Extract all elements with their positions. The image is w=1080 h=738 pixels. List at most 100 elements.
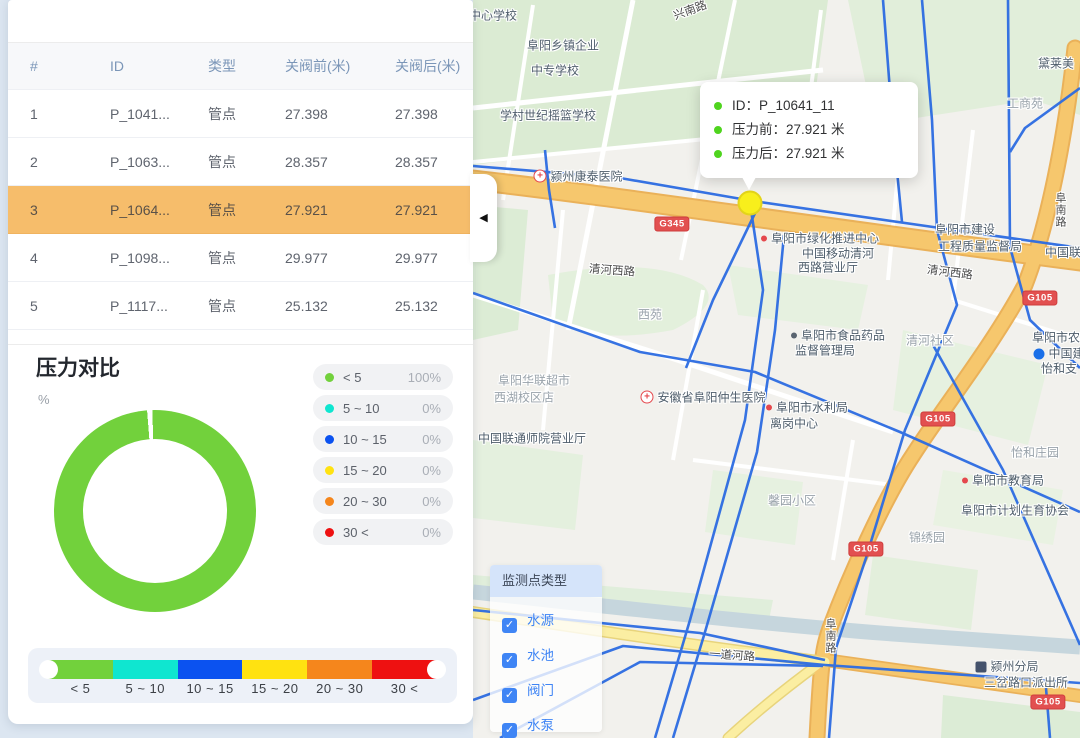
table-cell: 27.921 bbox=[285, 201, 328, 218]
panel-collapse-button[interactable]: ◀ bbox=[470, 174, 497, 262]
table-cell: 28.357 bbox=[285, 153, 328, 170]
map-label: 三岔路口派出所 bbox=[983, 675, 1069, 690]
map-label: 西路营业厅 bbox=[797, 260, 859, 275]
scale-segment-label: 10 ~ 15 bbox=[186, 681, 234, 696]
checkbox-checked-icon[interactable]: ✓ bbox=[502, 723, 517, 738]
selected-node-marker[interactable] bbox=[737, 190, 763, 216]
map-label: 中国联 bbox=[1044, 245, 1080, 260]
map-canvas[interactable]: 中心学校阜阳乡镇企业中专学校兴南路学村世纪摇篮学校颍州康泰医院黛莱美工商苑阜阳市… bbox=[473, 0, 1080, 738]
table-header-cell: # bbox=[30, 58, 38, 74]
table-header-cell: ID bbox=[110, 58, 124, 74]
map-label: 工程质量监督局 bbox=[937, 239, 1023, 254]
legend-item[interactable]: < 5 100% bbox=[313, 364, 453, 390]
table-cell: 29.977 bbox=[395, 249, 438, 266]
result-panel: # ID 类型 关阀前(米) 关阀后(米) 1 P_1041... 管点 27.398 27.3… bbox=[8, 0, 473, 724]
red-poi-dot bbox=[961, 477, 968, 484]
scale-segment bbox=[372, 660, 437, 679]
legend-item[interactable]: 5 ~ 10 0% bbox=[313, 395, 453, 421]
scale-segment-label: 15 ~ 20 bbox=[251, 681, 299, 696]
road-number-badge: G105 bbox=[1022, 290, 1058, 306]
map-label: 中国建 bbox=[1033, 345, 1080, 362]
scale-segment-label: 5 ~ 10 bbox=[125, 681, 165, 696]
table-cell: P_1041... bbox=[110, 105, 170, 122]
map-label: 锦绣园 bbox=[908, 530, 946, 545]
table-cell: 29.977 bbox=[285, 249, 328, 266]
map-label: 阜阳市食品药品 bbox=[790, 327, 885, 344]
pressure-legend: < 5 100% 5 ~ 10 0% 10 ~ 15 0% 15 ~ 20 0% 20 ~ 30… bbox=[313, 364, 453, 550]
table-cell: P_1063... bbox=[110, 153, 170, 170]
map-label: 阜阳市教育局 bbox=[961, 472, 1044, 489]
legend-color-dot bbox=[325, 403, 334, 413]
monitor-type-item: ✓ 水池 bbox=[502, 644, 602, 668]
map-label: 中专学校 bbox=[530, 63, 580, 78]
map-label: 清河西路 bbox=[588, 263, 636, 279]
map-label: 学村世纪摇篮学校 bbox=[499, 108, 597, 123]
tooltip-row: 压力后：27.921 米 bbox=[714, 142, 904, 166]
table-row[interactable]: 1 P_1041... 管点 27.398 27.398 bbox=[8, 90, 473, 138]
legend-color-dot bbox=[325, 434, 334, 444]
scale-segment bbox=[177, 660, 243, 679]
table-cell: P_1098... bbox=[110, 249, 170, 266]
green-dot-icon bbox=[714, 150, 722, 158]
table-cell: 管点 bbox=[208, 153, 236, 170]
table-cell: 3 bbox=[30, 201, 38, 218]
map-label: 怡和庄园 bbox=[1010, 445, 1060, 460]
map-label: 阜阳市水利局 bbox=[765, 399, 848, 416]
scale-segment-label: 30 < bbox=[390, 681, 419, 696]
table-header-cell: 关阀后(米) bbox=[395, 58, 461, 74]
bank-icon bbox=[1033, 348, 1045, 360]
result-table: 1 P_1041... 管点 27.398 27.398 2 P_1063... 管点 28.3… bbox=[8, 90, 473, 330]
scale-segment-label: < 5 bbox=[70, 681, 91, 696]
legend-item[interactable]: 10 ~ 15 0% bbox=[313, 426, 453, 452]
table-cell: 27.398 bbox=[395, 105, 438, 122]
table-cell: 2 bbox=[30, 153, 38, 170]
table-cell: 管点 bbox=[208, 297, 236, 314]
table-row[interactable]: 2 P_1063... 管点 28.357 28.357 bbox=[8, 138, 473, 186]
table-row[interactable]: 4 P_1098... 管点 29.977 29.977 bbox=[8, 234, 473, 282]
map-label: 离岗中心 bbox=[769, 416, 819, 431]
legend-color-dot bbox=[325, 465, 334, 475]
scale-segment bbox=[112, 660, 178, 679]
panel-top-spacer bbox=[8, 0, 473, 43]
table-cell: P_1064... bbox=[110, 201, 170, 218]
legend-item[interactable]: 30 < 0% bbox=[313, 519, 453, 545]
map-label: 清河社区 bbox=[905, 333, 955, 348]
table-cell: 4 bbox=[30, 249, 38, 266]
legend-item[interactable]: 15 ~ 20 0% bbox=[313, 457, 453, 483]
map-label: 安徽省阜阳仲生医院 bbox=[640, 389, 766, 406]
legend-label: 20 ~ 30 bbox=[343, 493, 387, 509]
scale-segment bbox=[48, 660, 113, 679]
map-label: 怡和支 bbox=[1040, 361, 1078, 376]
map-label: 阜阳市建设 bbox=[934, 222, 996, 237]
scale-segment bbox=[307, 660, 373, 679]
legend-label: 30 < bbox=[343, 524, 369, 540]
legend-value: 0% bbox=[422, 524, 441, 540]
table-header-cell: 关阀前(米) bbox=[285, 58, 351, 74]
checkbox-checked-icon[interactable]: ✓ bbox=[502, 688, 517, 703]
monitor-type-panel: 监测点类型 ✓ 水源 ✓ 水池 ✓ 阀门 ✓ 水泵 bbox=[490, 565, 602, 738]
map-label: 黛莱美 bbox=[1037, 56, 1075, 71]
road-number-badge: G345 bbox=[654, 216, 690, 232]
table-header: # ID 类型 关阀前(米) 关阀后(米) bbox=[8, 43, 473, 90]
map-label: 阜南路 bbox=[824, 618, 836, 654]
tooltip-text: 压力后：27.921 米 bbox=[732, 146, 845, 161]
pressure-chart-title: 压力对比 bbox=[36, 357, 120, 380]
dark-poi-dot bbox=[790, 332, 797, 339]
tooltip-text: 压力前：27.921 米 bbox=[732, 122, 845, 137]
legend-value: 0% bbox=[422, 462, 441, 478]
legend-value: 0% bbox=[422, 400, 441, 416]
table-cell: 管点 bbox=[208, 249, 236, 266]
monitor-type-item: ✓ 水泵 bbox=[502, 714, 602, 738]
legend-label: 10 ~ 15 bbox=[343, 431, 387, 447]
table-row[interactable]: 3 P_1064... 管点 27.921 27.921 bbox=[8, 186, 473, 234]
legend-label: 15 ~ 20 bbox=[343, 462, 387, 478]
table-cell: 管点 bbox=[208, 201, 236, 218]
legend-color-dot bbox=[325, 372, 334, 382]
monitor-type-label: 阀门 bbox=[527, 683, 554, 698]
legend-color-dot bbox=[325, 527, 334, 537]
legend-item[interactable]: 20 ~ 30 0% bbox=[313, 488, 453, 514]
table-row[interactable]: 5 P_1117... 管点 25.132 25.132 bbox=[8, 282, 473, 330]
table-cell: 管点 bbox=[208, 105, 236, 122]
checkbox-checked-icon[interactable]: ✓ bbox=[502, 653, 517, 668]
checkbox-checked-icon[interactable]: ✓ bbox=[502, 618, 517, 633]
